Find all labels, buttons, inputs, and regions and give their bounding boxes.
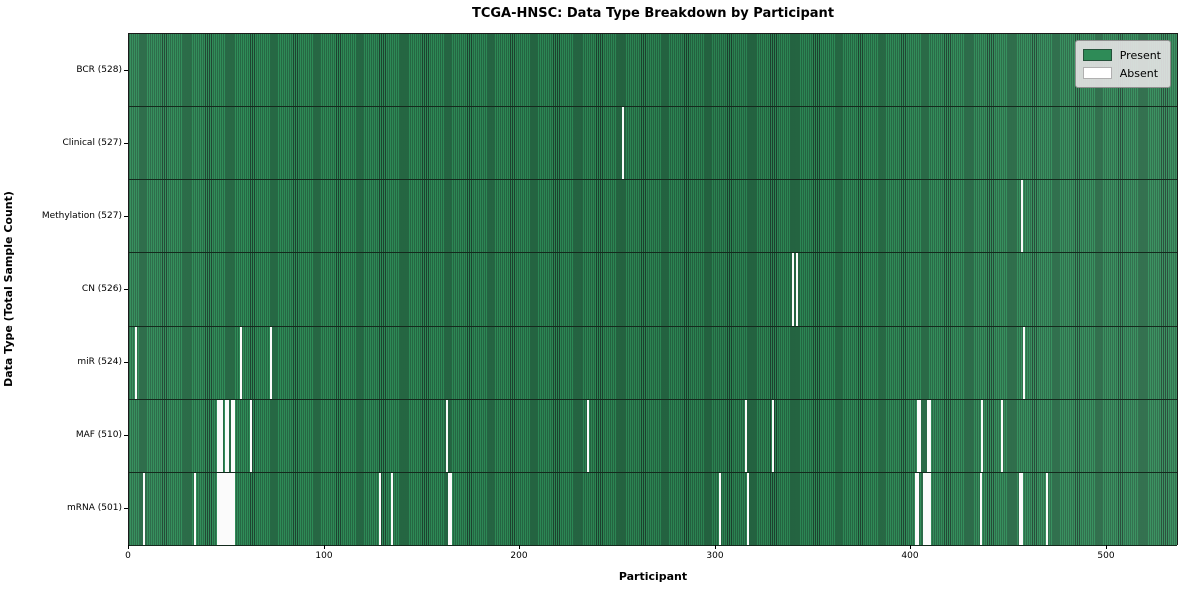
absent-gap-MAF-329	[772, 399, 775, 472]
ytick-mark-BCR	[124, 70, 128, 71]
xtick-label-500: 500	[1097, 551, 1115, 561]
ytick-mark-mRNA	[124, 508, 128, 509]
absent-gap-mRNA-403	[916, 472, 919, 545]
ytick-mark-CN	[124, 289, 128, 290]
xtick-label-200: 200	[510, 551, 528, 561]
ytick-mark-MAF	[124, 435, 128, 436]
xtick-label-400: 400	[901, 551, 919, 561]
absent-gap-mRNA-316	[746, 472, 749, 545]
absent-gap-mRNA-45	[216, 472, 219, 545]
absent-gap-mRNA-49	[224, 472, 227, 545]
absent-gap-miR-3	[134, 326, 137, 399]
ytick-label-Methylation: Methylation (527)	[41, 210, 122, 221]
absent-gap-mRNA-48	[222, 472, 225, 545]
legend-entry-absent: Absent	[1082, 64, 1161, 82]
absent-gap-MAF-436	[981, 399, 984, 472]
xtick-mark-0	[128, 545, 129, 549]
absent-gap-mRNA-164	[449, 472, 452, 545]
heatmap-row-MAF	[129, 399, 1177, 473]
heatmap-row-Clinical	[129, 107, 1177, 181]
legend-entry-present: Present	[1082, 46, 1161, 64]
x-axis-title: Participant	[618, 570, 688, 583]
ytick-label-Clinical: Clinical (527)	[62, 137, 122, 148]
absent-gap-MAF-446	[1001, 399, 1004, 472]
xtick-label-300: 300	[706, 551, 724, 561]
xtick-mark-200	[519, 545, 520, 549]
absent-gap-CN-341	[795, 253, 798, 326]
legend-present-swatch	[1082, 49, 1112, 61]
xtick-label-0: 0	[125, 551, 131, 561]
absent-gap-MAF-49	[224, 399, 227, 472]
legend-absent-label: Absent	[1119, 66, 1159, 80]
absent-gap-MAF-162	[445, 399, 448, 472]
absent-gap-mRNA-134	[390, 472, 393, 545]
absent-gap-Clinical-252	[621, 107, 624, 180]
absent-gap-mRNA-406	[922, 472, 925, 545]
absent-gap-CN-339	[791, 253, 794, 326]
absent-gap-miR-72	[269, 326, 272, 399]
xtick-mark-300	[715, 545, 716, 549]
legend: Present Absent	[1074, 40, 1171, 88]
ytick-mark-Clinical	[124, 143, 128, 144]
absent-gap-mRNA-128	[379, 472, 382, 545]
ytick-label-CN: CN (526)	[81, 284, 122, 294]
heatmap-row-Methylation	[129, 180, 1177, 254]
heatmap-row-miR	[129, 326, 1177, 400]
absent-gap-mRNA-33	[193, 472, 196, 545]
absent-gap-MAF-234	[586, 399, 589, 472]
absent-gap-MAF-404	[918, 399, 921, 472]
heatmap-row-mRNA	[129, 472, 1177, 546]
ytick-label-MAF: MAF (510)	[75, 430, 122, 441]
absent-gap-mRNA-402	[915, 472, 917, 545]
chart-title: TCGA-HNSC: Data Type Breakdown by Partic…	[471, 6, 835, 21]
absent-gap-mRNA-455	[1018, 472, 1021, 545]
absent-gap-mRNA-435	[979, 472, 982, 545]
absent-gap-mRNA-50	[226, 472, 229, 545]
absent-gap-mRNA-46	[218, 472, 221, 545]
xtick-mark-400	[910, 545, 911, 549]
absent-gap-MAF-408	[926, 399, 929, 472]
absent-gap-miR-457	[1022, 326, 1025, 399]
absent-gap-MAF-53	[232, 399, 235, 472]
heatmap-row-CN	[129, 253, 1177, 327]
absent-gap-MAF-62	[250, 399, 253, 472]
heatmap-row-BCR	[129, 34, 1177, 108]
absent-gap-mRNA-408	[926, 472, 929, 545]
absent-gap-MAF-50	[226, 399, 229, 472]
ytick-label-mRNA: mRNA (501)	[67, 503, 122, 514]
absent-gap-mRNA-409	[928, 472, 931, 545]
xtick-label-100: 100	[315, 551, 333, 561]
absent-gap-mRNA-51	[228, 472, 231, 545]
plot-area: Present Absent	[128, 33, 1178, 546]
absent-gap-mRNA-407	[924, 472, 927, 545]
xtick-mark-500	[1106, 545, 1107, 549]
absent-gap-MAF-52	[230, 399, 233, 472]
absent-gap-MAF-315	[744, 399, 747, 472]
absent-gap-mRNA-456	[1020, 472, 1023, 545]
absent-gap-Methylation-456	[1020, 180, 1023, 253]
ytick-mark-Methylation	[124, 216, 128, 217]
absent-gap-mRNA-7	[142, 472, 145, 545]
legend-absent-swatch	[1082, 67, 1112, 79]
xtick-mark-100	[324, 545, 325, 549]
ytick-label-BCR: BCR (528)	[76, 64, 122, 75]
legend-present-label: Present	[1119, 48, 1161, 62]
ytick-mark-miR	[124, 362, 128, 363]
absent-gap-mRNA-163	[447, 472, 450, 545]
absent-gap-mRNA-47	[220, 472, 223, 545]
absent-gap-miR-57	[240, 326, 243, 399]
absent-gap-mRNA-302	[719, 472, 722, 545]
absent-gap-MAF-45	[216, 399, 219, 472]
absent-gap-mRNA-52	[230, 472, 233, 545]
absent-gap-mRNA-469	[1046, 472, 1049, 545]
absent-gap-MAF-46	[218, 399, 221, 472]
absent-gap-MAF-409	[928, 399, 931, 472]
absent-gap-mRNA-53	[232, 472, 235, 545]
ytick-label-miR: miR (524)	[77, 357, 122, 368]
absent-gap-MAF-403	[916, 399, 919, 472]
absent-gap-MAF-47	[220, 399, 223, 472]
